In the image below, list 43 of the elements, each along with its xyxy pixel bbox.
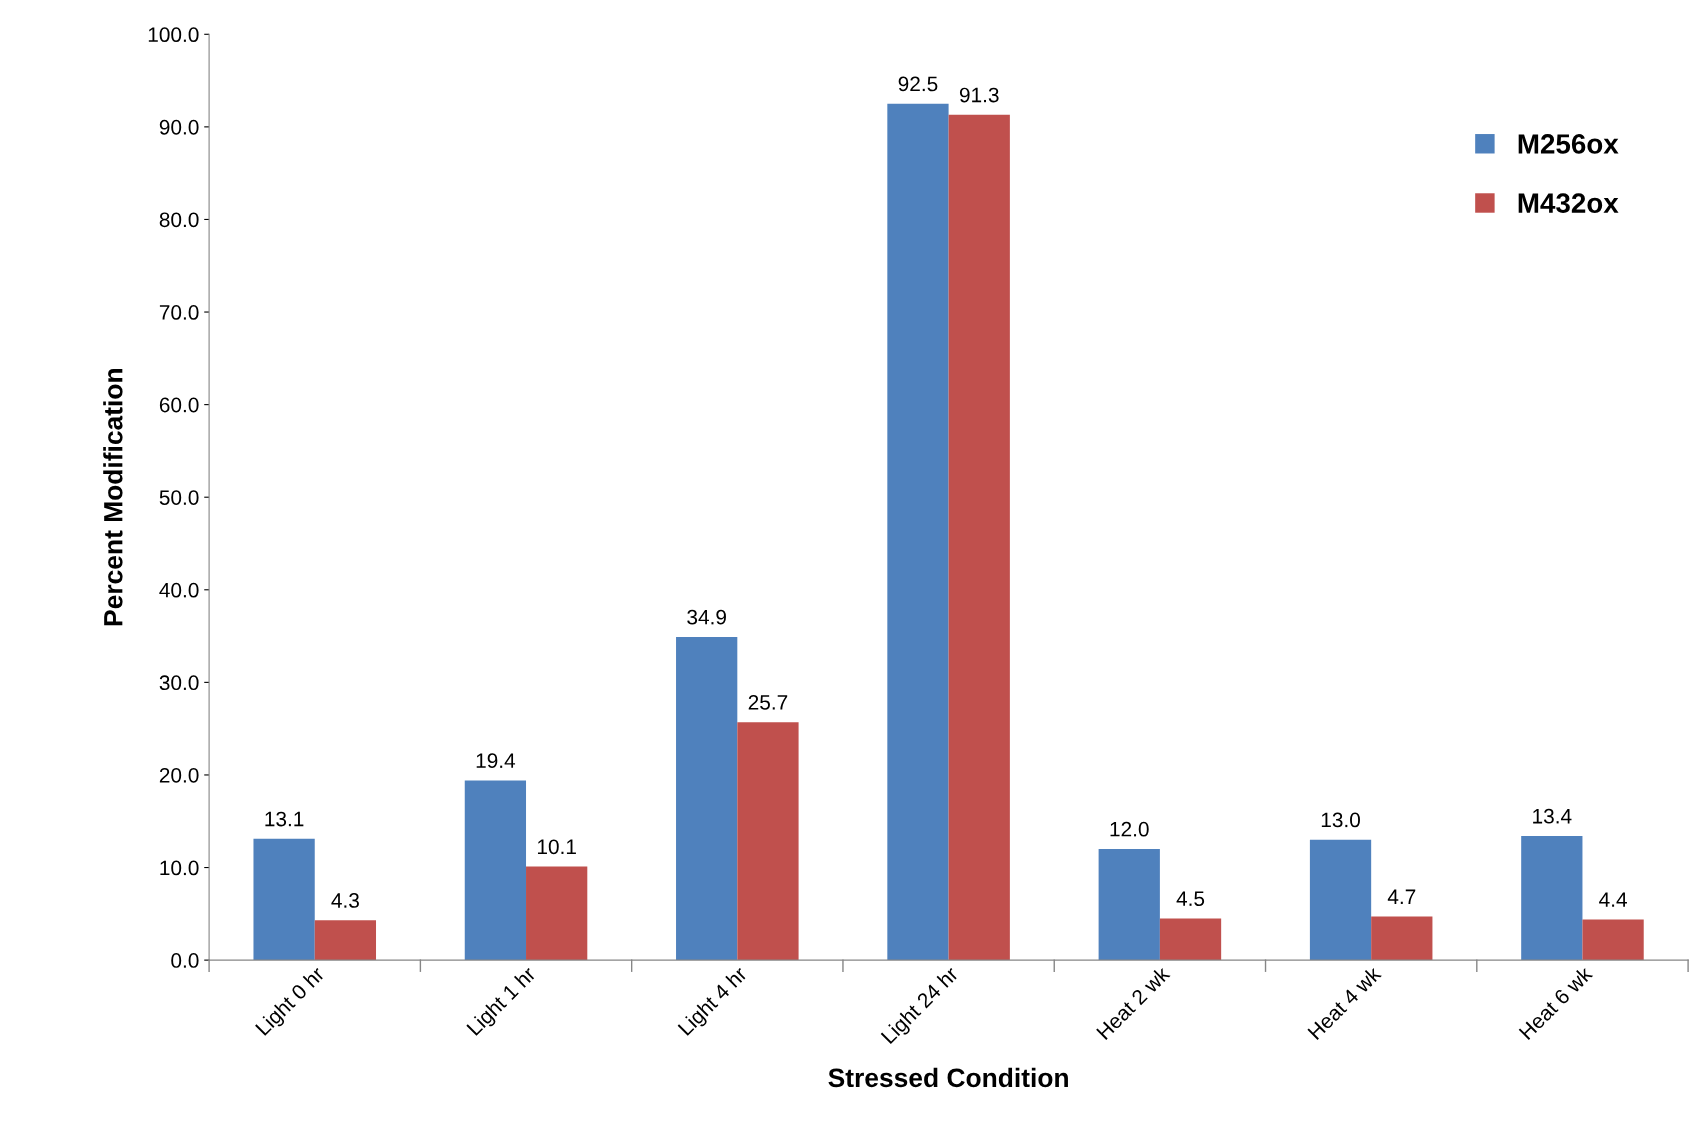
y-tick-label: 70.0 bbox=[159, 305, 199, 320]
y-tick-label: 40.0 bbox=[159, 582, 199, 598]
data-label: 91.3 bbox=[959, 87, 999, 103]
data-label: 13.1 bbox=[265, 811, 304, 827]
legend-label: M256ox bbox=[1518, 134, 1619, 154]
y-tick-label: 100.0 bbox=[148, 27, 199, 43]
data-label: 13.4 bbox=[1533, 808, 1572, 824]
data-label: 4.3 bbox=[331, 893, 359, 908]
data-label: 4.5 bbox=[1176, 891, 1205, 907]
bar bbox=[1521, 836, 1583, 961]
bar bbox=[1582, 919, 1644, 961]
data-label: 4.7 bbox=[1387, 889, 1416, 904]
bar bbox=[1309, 839, 1372, 961]
bar bbox=[526, 866, 588, 961]
y-tick-label: 30.0 bbox=[159, 675, 199, 691]
bar bbox=[948, 114, 1010, 961]
bar bbox=[314, 920, 377, 961]
bar bbox=[676, 637, 738, 961]
data-label: 4.4 bbox=[1599, 892, 1627, 907]
data-label: 34.9 bbox=[687, 609, 726, 625]
data-label: 19.4 bbox=[476, 753, 516, 769]
data-label: 92.5 bbox=[898, 76, 938, 92]
y-tick-label: 0.0 bbox=[171, 953, 199, 968]
y-tick-label: 90.0 bbox=[159, 119, 199, 135]
bar bbox=[737, 722, 799, 961]
bar bbox=[1371, 916, 1433, 961]
bar bbox=[253, 838, 315, 961]
bar bbox=[1159, 918, 1222, 961]
bar bbox=[1098, 849, 1160, 961]
bar bbox=[887, 103, 949, 961]
y-axis-title: Percent Modification bbox=[103, 369, 123, 626]
y-tick-label: 80.0 bbox=[159, 212, 199, 228]
y-tick-label: 60.0 bbox=[159, 397, 199, 413]
data-label: 25.7 bbox=[748, 694, 788, 710]
data-label: 13.0 bbox=[1321, 812, 1360, 828]
data-label: 10.1 bbox=[537, 839, 576, 855]
legend-label: M432ox bbox=[1518, 193, 1619, 214]
bar bbox=[464, 780, 527, 961]
data-label: 12.0 bbox=[1110, 821, 1149, 837]
y-tick-label: 10.0 bbox=[160, 860, 199, 876]
y-tick-label: 50.0 bbox=[159, 490, 199, 505]
x-axis-title: Stressed Condition bbox=[828, 1067, 1068, 1088]
y-tick-label: 20.0 bbox=[159, 767, 199, 783]
